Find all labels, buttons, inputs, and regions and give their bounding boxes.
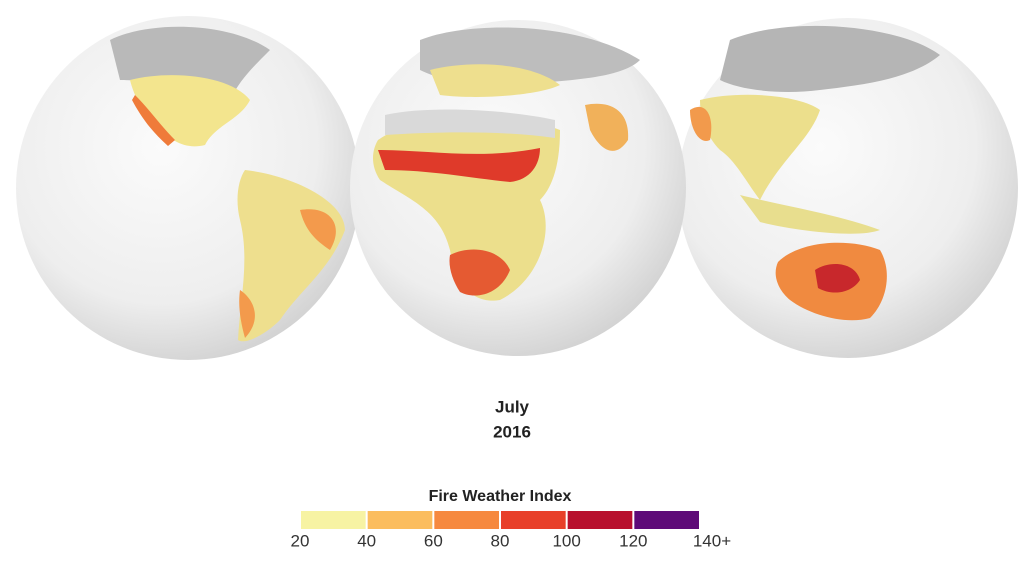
legend-swatch bbox=[501, 511, 566, 529]
land-europe bbox=[430, 64, 560, 97]
legend-tick-label: 20 bbox=[291, 531, 310, 550]
legend-swatch bbox=[367, 511, 433, 529]
land-asia bbox=[700, 94, 820, 200]
fire-sahel bbox=[378, 148, 540, 182]
caption-month: July bbox=[495, 397, 530, 416]
land-north bbox=[720, 25, 940, 92]
legend-tick-label: 120 bbox=[619, 531, 647, 550]
globe-asia bbox=[678, 18, 1018, 358]
fire-south-america bbox=[239, 209, 336, 338]
globe-africa bbox=[350, 20, 686, 356]
legend-swatch bbox=[634, 511, 699, 529]
legend-tick-label: 60 bbox=[424, 531, 443, 550]
legend-tick-label: 80 bbox=[491, 531, 510, 550]
legend-swatch bbox=[301, 511, 366, 529]
land-islands bbox=[740, 195, 880, 234]
fire-india bbox=[585, 103, 629, 151]
legend-title: Fire Weather Index bbox=[429, 488, 572, 505]
fire-mexico bbox=[132, 95, 175, 146]
legend: 20 40 60 80 100 120 140+ bbox=[291, 511, 731, 550]
fire-australia bbox=[815, 264, 860, 293]
globe-americas bbox=[16, 16, 360, 360]
legend-tick-label: 40 bbox=[357, 531, 376, 550]
legend-swatch bbox=[567, 511, 633, 529]
legend-tick-label: 100 bbox=[552, 531, 580, 550]
land-north-america bbox=[130, 75, 250, 147]
caption-year: 2016 bbox=[493, 422, 531, 441]
legend-tick-label: 140+ bbox=[693, 531, 731, 550]
legend-swatch bbox=[434, 511, 499, 529]
fire-southern-africa bbox=[449, 249, 510, 296]
fire-india bbox=[690, 106, 712, 141]
sahara bbox=[385, 109, 555, 138]
